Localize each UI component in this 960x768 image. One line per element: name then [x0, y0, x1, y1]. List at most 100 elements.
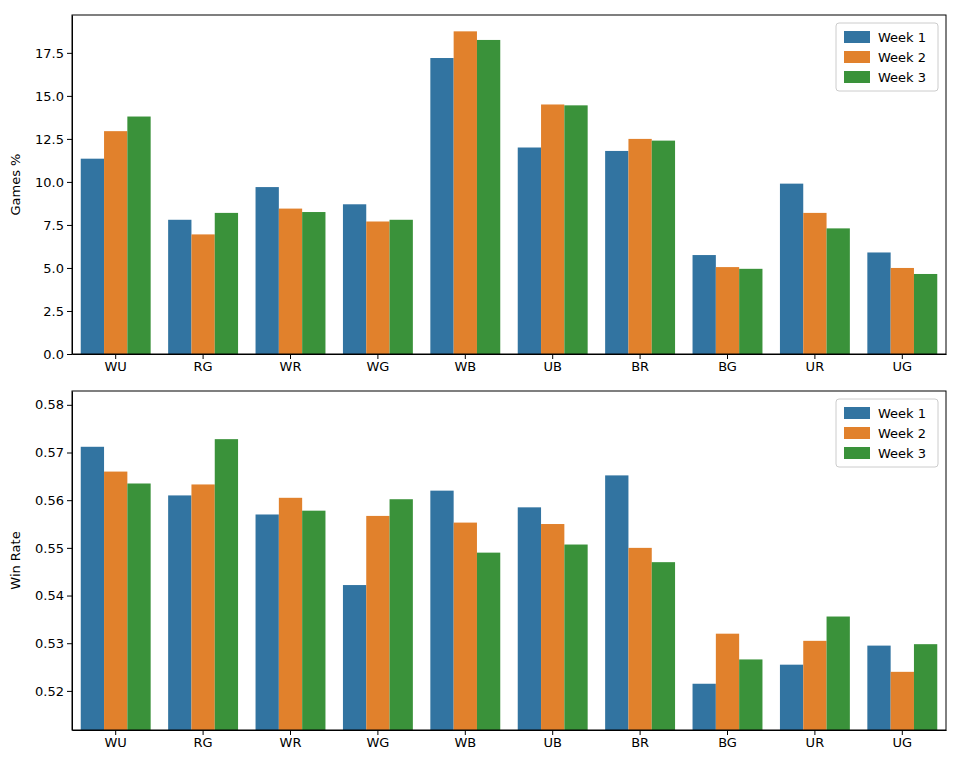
x-tick-label: WG	[366, 735, 389, 750]
legend-swatch	[844, 51, 870, 63]
legend-swatch	[844, 407, 870, 419]
y-tick	[67, 453, 72, 454]
bar	[302, 511, 325, 730]
bar	[652, 562, 675, 730]
y-tick-label: 12.5	[35, 132, 64, 147]
legend-swatch	[844, 71, 870, 83]
plot-area	[81, 439, 938, 730]
x-tick-group: UG	[893, 354, 913, 374]
y-axis-line	[72, 16, 73, 355]
bar	[652, 141, 675, 354]
x-tick-label: WR	[280, 359, 302, 374]
bar	[693, 684, 716, 730]
x-axis: WURGWRWGWBUBBRBGURUG	[73, 354, 947, 374]
x-tick-label: UB	[543, 359, 561, 374]
x-tick-label: WG	[366, 359, 389, 374]
frame	[72, 391, 946, 730]
bar	[803, 641, 826, 730]
y-tick	[67, 691, 72, 692]
bar-series	[81, 447, 891, 730]
bar	[191, 234, 214, 354]
bar	[867, 252, 890, 354]
legend-label: Week 2	[878, 426, 926, 441]
y-tick	[67, 354, 72, 355]
bar	[605, 475, 628, 730]
y-tick	[67, 268, 72, 269]
bar	[104, 131, 127, 354]
bar	[518, 148, 541, 354]
bar	[827, 617, 850, 730]
x-tick-group: UR	[806, 354, 825, 374]
plot-area	[81, 31, 938, 354]
x-tick-group: RG	[194, 354, 213, 374]
legend-item: Week 3	[844, 70, 926, 85]
y-tick-group: 0.0	[43, 347, 72, 362]
x-tick-label: BR	[631, 359, 649, 374]
y-tick-label: 2.5	[43, 304, 64, 319]
y-tick	[67, 500, 72, 501]
legend: Week 1 Week 2 Week 3	[836, 399, 938, 467]
y-tick	[67, 182, 72, 183]
x-tick-group: WG	[366, 354, 389, 374]
legend-label: Week 3	[878, 70, 926, 85]
x-tick-label: BG	[718, 735, 737, 750]
y-tick-label: 0.54	[35, 588, 64, 603]
y-tick-group: 12.5	[35, 132, 72, 147]
x-axis: WURGWRWGWBUBBRBGURUG	[73, 730, 947, 750]
bar	[564, 545, 587, 730]
x-tick-label: BR	[631, 735, 649, 750]
bar	[279, 209, 302, 354]
x-tick-label: UB	[543, 735, 561, 750]
y-tick	[67, 596, 72, 597]
legend-item: Week 3	[844, 446, 926, 461]
x-tick-label: UR	[806, 359, 825, 374]
bar	[739, 659, 762, 730]
bar	[256, 187, 279, 354]
x-tick-label: RG	[194, 359, 213, 374]
legend-swatch	[844, 447, 870, 459]
x-tick-group: RG	[194, 730, 213, 750]
legend-item: Week 2	[844, 426, 926, 441]
bar	[302, 212, 325, 354]
bar	[215, 213, 238, 354]
x-tick-label: WR	[280, 735, 302, 750]
bar	[541, 524, 564, 730]
bar	[127, 483, 150, 730]
bar	[739, 269, 762, 354]
bar	[628, 139, 651, 354]
bar	[168, 220, 191, 354]
legend-label: Week 2	[878, 50, 926, 65]
bar	[628, 548, 651, 730]
legend-label: Week 1	[878, 406, 926, 421]
x-tick-group: UB	[543, 354, 561, 374]
x-tick-group: WU	[105, 730, 127, 750]
y-axis: 0.02.55.07.510.012.515.017.5	[35, 16, 72, 362]
y-tick	[67, 643, 72, 644]
bar	[454, 31, 477, 354]
y-tick	[67, 225, 72, 226]
chart: 0.02.55.07.510.012.515.017.5WURGWRWGWBUB…	[8, 15, 947, 374]
legend-item: Week 2	[844, 50, 926, 65]
bar	[477, 553, 500, 730]
bar	[430, 58, 453, 354]
x-tick-group: WU	[105, 354, 127, 374]
y-tick-group: 15.0	[35, 89, 72, 104]
y-tick-group: 0.54	[35, 588, 72, 603]
x-tick-label: RG	[194, 735, 213, 750]
y-tick-group: 0.57	[35, 445, 72, 460]
x-tick-group: UB	[543, 730, 561, 750]
bar	[541, 104, 564, 354]
y-tick-label: 0.56	[35, 493, 64, 508]
legend-label: Week 1	[878, 30, 926, 45]
y-tick	[67, 311, 72, 312]
y-axis-title: Win Rate	[8, 531, 23, 589]
bar	[366, 516, 389, 730]
legend: Week 1 Week 2 Week 3	[836, 23, 938, 91]
y-tick-label: 17.5	[35, 46, 64, 61]
y-tick-group: 5.0	[43, 261, 72, 276]
bar	[827, 228, 850, 354]
bar	[256, 514, 279, 730]
y-tick-label: 0.57	[35, 445, 64, 460]
y-tick	[67, 548, 72, 549]
legend-swatch	[844, 427, 870, 439]
